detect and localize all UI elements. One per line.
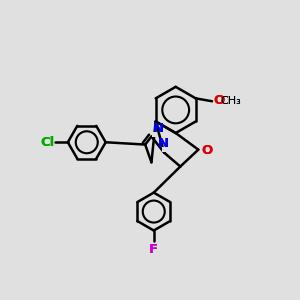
Text: O: O [213,94,224,107]
Text: O: O [201,144,212,157]
Text: O: O [213,94,224,107]
Bar [152,132,157,137]
Text: N: N [158,137,169,150]
Text: O: O [201,144,212,157]
Bar [200,148,205,152]
Text: Cl: Cl [40,136,54,149]
Bar [162,147,167,152]
Text: N: N [158,137,169,150]
Text: F: F [149,243,158,256]
Text: CH₃: CH₃ [221,96,242,106]
Text: N: N [153,122,164,135]
Text: F: F [149,243,158,256]
Text: N: N [153,122,164,135]
Text: CH₃: CH₃ [221,96,242,106]
Text: Cl: Cl [40,136,54,149]
